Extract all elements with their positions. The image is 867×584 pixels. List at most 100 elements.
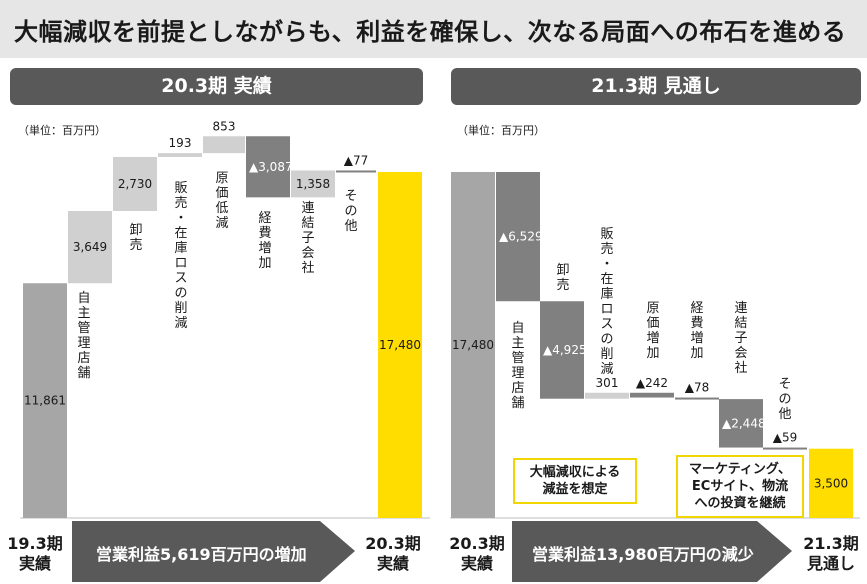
value-label: ▲78 <box>685 381 710 395</box>
bar-decrease <box>763 447 807 450</box>
category-label-char: の <box>174 286 187 301</box>
category-label-char: 庫 <box>174 241 187 256</box>
bar-decrease <box>496 172 540 302</box>
panel-header-right: 21.3期 見通し <box>451 68 861 105</box>
category-label-char: 売 <box>129 237 142 253</box>
category-label-char: 低 <box>215 201 228 216</box>
category-label-char: 売 <box>600 241 613 257</box>
category-label-char: 理 <box>511 366 524 381</box>
category-label-char: の <box>600 332 613 347</box>
bar-total <box>378 172 422 518</box>
bar-total <box>23 283 67 518</box>
value-label: 3,649 <box>73 240 107 254</box>
category-label-char: 子 <box>734 331 747 346</box>
value-label: ▲6,529 <box>499 230 543 244</box>
bar-increase <box>113 156 157 211</box>
category-label-char: 店 <box>511 381 524 396</box>
category-label-char: 社 <box>301 260 314 276</box>
category-label-char: 自 <box>77 291 90 306</box>
unit-label-right: （単位：百万円） <box>457 124 545 137</box>
bar-increase <box>585 392 629 399</box>
category-label-char: 主 <box>77 306 90 321</box>
note-line: への投資を継続 <box>694 496 786 511</box>
bar-decrease <box>719 399 763 448</box>
category-label-char: 他 <box>344 219 357 234</box>
category-label-char: 卸 <box>556 262 569 278</box>
bar-decrease <box>540 301 584 399</box>
category-label-char: 社 <box>734 360 747 376</box>
category-label-char: 結 <box>734 316 747 331</box>
category-label-char: 子 <box>301 231 314 246</box>
category-label-char: 減 <box>215 215 228 231</box>
category-label-char: 原 <box>646 301 659 316</box>
category-label-char: 減 <box>174 315 187 331</box>
category-label-char: 会 <box>301 246 314 261</box>
category-label-char: ・ <box>174 211 187 226</box>
bar-decrease <box>336 170 376 173</box>
category-label-char: そ <box>778 377 791 392</box>
category-label-char: 販 <box>174 181 187 196</box>
period-type: 見通し <box>806 554 855 573</box>
category-label-char: の <box>344 204 357 219</box>
note-box-decline: 大幅減収による 減益を想定 <box>513 458 637 504</box>
label-20-3-actual-left: 20.3期 実績 <box>362 534 424 574</box>
value-label: 853 <box>213 119 236 133</box>
value-label: 193 <box>169 136 192 150</box>
category-label-char: 連 <box>734 301 747 316</box>
category-label-char: 費 <box>690 316 703 331</box>
value-label: ▲4,925 <box>543 343 587 357</box>
panel-header-left: 20.3期 実績 <box>10 68 423 105</box>
note-line: 大幅減収による <box>529 465 621 480</box>
category-label-char: 費 <box>258 226 271 241</box>
category-label-char: 管 <box>77 321 90 336</box>
category-label-char: 自 <box>511 321 524 336</box>
value-label: 3,500 <box>814 476 848 490</box>
category-label-char: 削 <box>174 301 187 316</box>
value-label: 301 <box>596 376 619 390</box>
category-label-char: 結 <box>301 216 314 231</box>
category-label-char: 卸 <box>129 222 142 238</box>
category-label-char: 主 <box>511 336 524 351</box>
category-label-char: 増 <box>646 331 659 346</box>
period-label: 21.3期 <box>803 534 859 553</box>
value-label: 17,480 <box>379 338 421 352</box>
label-21-3-forecast: 21.3期 見通し <box>799 534 863 574</box>
category-label-char: ロ <box>174 256 187 271</box>
category-label-char: 売 <box>174 195 187 211</box>
value-label: ▲2,448 <box>722 416 766 430</box>
bar-increase <box>158 153 202 157</box>
bar-decrease <box>246 136 290 198</box>
category-label-char: 管 <box>511 351 524 366</box>
page-title: 大幅減収を前提としながらも、利益を確保し、次なる局面への布石を進める <box>14 18 847 46</box>
category-label-char: ロ <box>600 302 613 317</box>
category-label-char: 在 <box>600 272 613 287</box>
category-label-char: 価 <box>646 316 659 331</box>
category-label-char: 店 <box>77 351 90 366</box>
bar-increase <box>68 210 112 284</box>
value-label: 17,480 <box>452 338 494 352</box>
bar-increase <box>291 170 335 198</box>
category-label-char: 舗 <box>511 396 524 411</box>
category-label-char: 価 <box>215 186 228 201</box>
category-label-char: 他 <box>778 407 791 422</box>
category-label-char: 削 <box>600 347 613 362</box>
note-line: 減益を想定 <box>542 482 608 497</box>
category-label-char: 加 <box>646 346 659 361</box>
period-type: 実績 <box>18 554 51 573</box>
period-label: 19.3期 <box>7 534 63 553</box>
category-label-char: 加 <box>258 256 271 271</box>
arrow-text-right: 営業利益13,980百万円の減少 <box>532 545 754 564</box>
label-19-3-actual: 19.3期 実績 <box>4 534 66 574</box>
label-20-3-actual-right: 20.3期 実績 <box>446 534 508 574</box>
category-label-char: 会 <box>734 346 747 361</box>
category-label-char: 加 <box>690 346 703 361</box>
category-label-char: 在 <box>174 226 187 241</box>
period-label: 20.3期 <box>449 534 505 553</box>
title-bar: 大幅減収を前提としながらも、利益を確保し、次なる局面への布石を進める <box>0 0 867 58</box>
value-label: ▲77 <box>344 153 369 167</box>
arrow-shape-left <box>72 521 355 582</box>
bar-decrease <box>630 392 674 398</box>
category-label-char: 理 <box>77 336 90 351</box>
unit-label-left: （単位：百万円） <box>18 124 106 137</box>
